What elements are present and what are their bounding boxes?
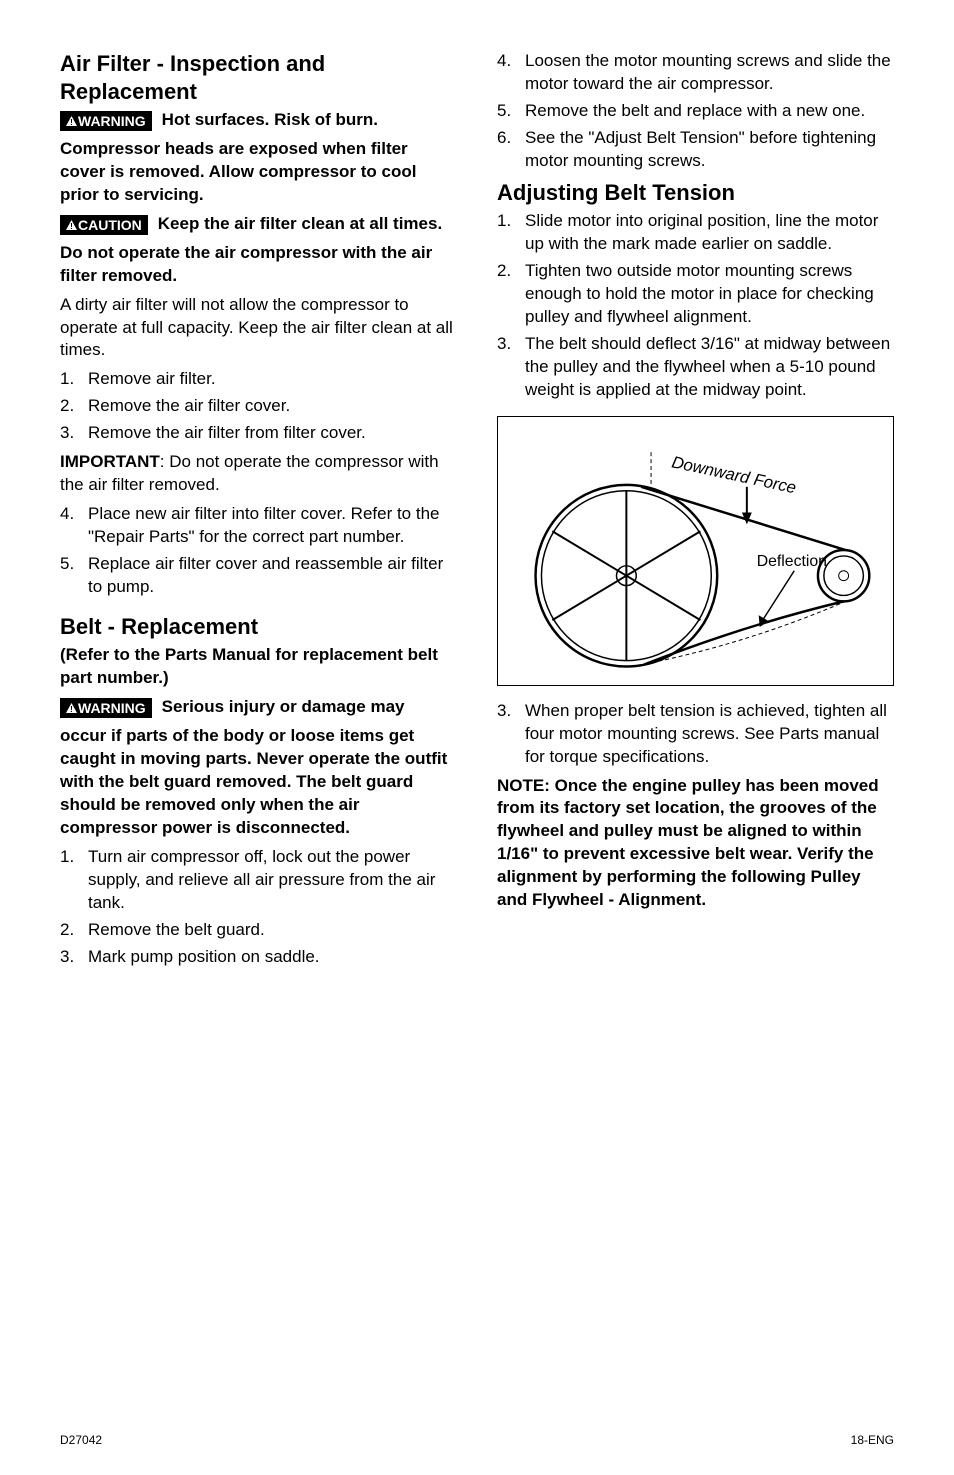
diagram-svg: Downward Force Deflection — [498, 417, 893, 685]
page-columns: Air Filter - Inspection and Replacement … — [60, 50, 894, 983]
diagram-label-force: Downward Force — [670, 452, 798, 497]
caution-block-filter: !CAUTION Keep the air filter clean at al… — [60, 213, 457, 242]
page-footer: D27042 18-ENG — [60, 1433, 894, 1447]
warning-badge-label: WARNING — [78, 113, 146, 129]
list-item: 2.Tighten two outside motor mounting scr… — [497, 260, 894, 329]
caution-badge: ! CAUTION — [60, 215, 148, 235]
list-item-number: 2. — [60, 395, 88, 418]
right-column: 4.Loosen the motor mounting screws and s… — [497, 50, 894, 983]
list-item: 1.Remove air filter. — [60, 368, 457, 391]
list-belt-cont: 4.Loosen the motor mounting screws and s… — [497, 50, 894, 173]
list-remove-filter: 1.Remove air filter.2.Remove the air fil… — [60, 368, 457, 445]
list-belt-steps: 1.Turn air compressor off, lock out the … — [60, 846, 457, 969]
warning-badge-belt-label: WARNING — [78, 700, 146, 716]
list-item-number: 5. — [60, 553, 88, 599]
belt-subpara: (Refer to the Parts Manual for replaceme… — [60, 644, 457, 690]
list-item: 4.Place new air filter into filter cover… — [60, 503, 457, 549]
body-dirty-filter: A dirty air filter will not allow the co… — [60, 294, 457, 363]
caution-badge-label: CAUTION — [78, 217, 142, 233]
list-item-text: Remove air filter. — [88, 368, 457, 391]
caution-triangle-icon: ! — [66, 220, 77, 230]
list-item-text: Place new air filter into filter cover. … — [88, 503, 457, 549]
list-item-number: 4. — [497, 50, 525, 96]
section-adjust-tension: Adjusting Belt Tension 1.Slide motor int… — [497, 179, 894, 402]
warning-text-hot-cont: Compressor heads are exposed when filter… — [60, 138, 457, 207]
list-item-text: Slide motor into original position, line… — [525, 210, 894, 256]
heading-adjust: Adjusting Belt Tension — [497, 179, 894, 207]
list-item: 4.Loosen the motor mounting screws and s… — [497, 50, 894, 96]
warning-block-belt: !WARNING Serious injury or damage may — [60, 696, 457, 725]
list-item-number: 5. — [497, 100, 525, 123]
list-item: 1.Turn air compressor off, lock out the … — [60, 846, 457, 915]
list-item-number: 2. — [497, 260, 525, 329]
list-item-number: 1. — [497, 210, 525, 256]
list-item-number: 6. — [497, 127, 525, 173]
warning-block-hot-surfaces: !WARNING Hot surfaces. Risk of burn. — [60, 109, 457, 138]
section-belt-replacement: Belt - Replacement (Refer to the Parts M… — [60, 613, 457, 969]
warning-triangle-icon: ! — [66, 703, 77, 713]
list-item-number: 3. — [497, 700, 525, 769]
footer-right: 18-ENG — [851, 1433, 894, 1447]
list-item-number: 3. — [60, 946, 88, 969]
list-item-text: See the "Adjust Belt Tension" before tig… — [525, 127, 894, 173]
list-item: 5.Replace air filter cover and reassembl… — [60, 553, 457, 599]
list-item-number: 3. — [60, 422, 88, 445]
list-item: 3.Mark pump position on saddle. — [60, 946, 457, 969]
list-item: 3.Remove the air filter from filter cove… — [60, 422, 457, 445]
list-item: 3.When proper belt tension is achieved, … — [497, 700, 894, 769]
footer-left: D27042 — [60, 1433, 102, 1447]
list-item-text: Remove the air filter cover. — [88, 395, 457, 418]
list-item-text: Remove the air filter from filter cover. — [88, 422, 457, 445]
diagram-label-deflection: Deflection — [757, 553, 827, 570]
list-item-text: When proper belt tension is achieved, ti… — [525, 700, 894, 769]
svg-text:!: ! — [70, 705, 73, 713]
list-after-diagram: 3.When proper belt tension is achieved, … — [497, 700, 894, 769]
list-item-text: Loosen the motor mounting screws and sli… — [525, 50, 894, 96]
list-item-number: 4. — [60, 503, 88, 549]
section-air-filter: Air Filter - Inspection and Replacement … — [60, 50, 457, 599]
warning-badge: ! WARNING — [60, 111, 152, 131]
list-item-text: Turn air compressor off, lock out the po… — [88, 846, 457, 915]
list-item-number: 1. — [60, 368, 88, 391]
belt-tension-diagram: Downward Force Deflection — [497, 416, 894, 686]
important-label: IMPORTANT — [60, 452, 160, 471]
list-item-text: Remove the belt and replace with a new o… — [525, 100, 894, 123]
warning-triangle-icon: ! — [66, 116, 77, 126]
list-item-number: 2. — [60, 919, 88, 942]
svg-text:!: ! — [70, 118, 73, 126]
note-pulley-alignment: NOTE: Once the engine pulley has been mo… — [497, 775, 894, 913]
list-item-number: 1. — [60, 846, 88, 915]
heading-belt: Belt - Replacement — [60, 613, 457, 641]
list-item: 5.Remove the belt and replace with a new… — [497, 100, 894, 123]
list-item-text: Remove the belt guard. — [88, 919, 457, 942]
list-item-text: The belt should deflect 3/16" at midway … — [525, 333, 894, 402]
list-adjust: 1.Slide motor into original position, li… — [497, 210, 894, 402]
heading-air-filter: Air Filter - Inspection and Replacement — [60, 50, 457, 105]
list-item: 3.The belt should deflect 3/16" at midwa… — [497, 333, 894, 402]
left-column: Air Filter - Inspection and Replacement … — [60, 50, 457, 983]
warning-badge-belt: ! WARNING — [60, 698, 152, 718]
list-replace-filter: 4.Place new air filter into filter cover… — [60, 503, 457, 599]
list-item-text: Replace air filter cover and reassemble … — [88, 553, 457, 599]
list-item: 2.Remove the belt guard. — [60, 919, 457, 942]
list-item-text: Mark pump position on saddle. — [88, 946, 457, 969]
warning-belt-cont: occur if parts of the body or loose item… — [60, 725, 457, 840]
important-note: IMPORTANT: Do not operate the compressor… — [60, 451, 457, 497]
list-item-text: Tighten two outside motor mounting screw… — [525, 260, 894, 329]
list-item: 6.See the "Adjust Belt Tension" before t… — [497, 127, 894, 173]
list-item: 2.Remove the air filter cover. — [60, 395, 457, 418]
caution-text-filter-cont: Do not operate the air compressor with t… — [60, 242, 457, 288]
list-item: 1.Slide motor into original position, li… — [497, 210, 894, 256]
svg-text:!: ! — [70, 222, 73, 230]
list-item-number: 3. — [497, 333, 525, 402]
